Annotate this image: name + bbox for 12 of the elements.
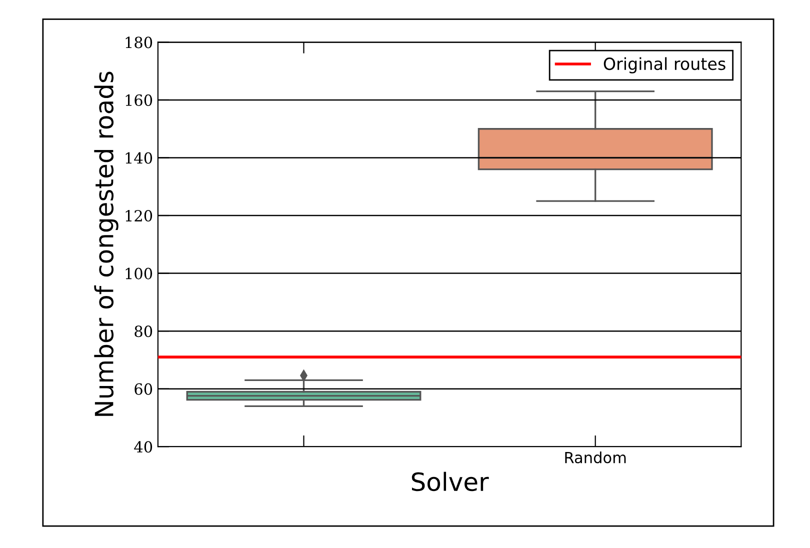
y-axis-title: Number of congested roads	[94, 72, 118, 416]
y-tick-label: 80	[134, 326, 152, 338]
y-tick-label: 40	[134, 441, 152, 453]
x-tick-label: Random	[565, 451, 626, 464]
y-tick-label: 140	[126, 152, 152, 164]
legend-label: Original routes	[604, 57, 726, 74]
y-tick-label: 160	[126, 94, 152, 106]
y-tick-label: 180	[126, 36, 152, 48]
y-tick-label: 60	[134, 383, 152, 395]
y-tick-label: 100	[126, 268, 152, 280]
x-axis-title: Solver	[412, 472, 489, 492]
y-tick-label: 120	[126, 210, 152, 222]
